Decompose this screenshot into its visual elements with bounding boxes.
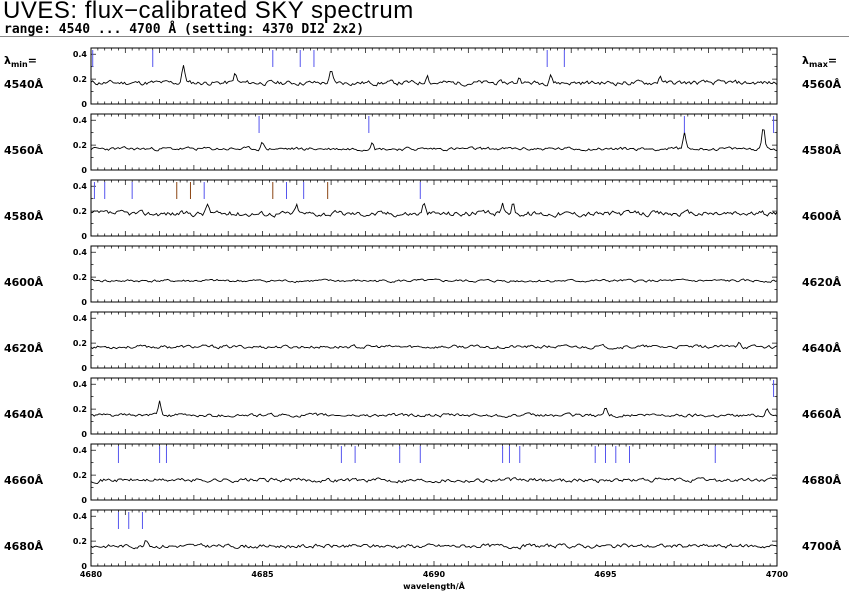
lambda_min-label: λmin= [4, 54, 37, 69]
page-title: UVES: flux−calibrated SKY spectrum [3, 0, 414, 24]
y-tick-label: 0 [81, 364, 87, 373]
y-tick-label: 0 [81, 298, 87, 307]
panel-lambda-max: 4680Å [802, 474, 842, 487]
x-tick-label: 4700 [766, 570, 789, 579]
panel-lambda-max: 4620Å [802, 276, 842, 289]
y-tick-label: 0 [81, 562, 87, 571]
spectrum-trace [90, 540, 778, 550]
panel-lambda-min: 4600Å [4, 276, 44, 289]
panel-frame [90, 443, 778, 501]
y-tick-label: 0 [81, 100, 87, 109]
spectrum-trace [90, 477, 778, 484]
title-rule [0, 36, 849, 37]
panel-frame [90, 311, 778, 369]
spectrum-trace [90, 400, 778, 418]
y-tick-label: 0.4 [73, 512, 88, 521]
panel-lambda-max: 4640Å [802, 342, 842, 355]
y-tick-label: 0.2 [73, 537, 87, 546]
y-tick-label: 0.4 [73, 182, 88, 191]
panel-lambda-max: 4560Å [802, 78, 842, 91]
y-tick-label: 0.4 [73, 248, 88, 257]
y-tick-label: 0.4 [73, 380, 88, 389]
spectrum-trace [90, 202, 778, 218]
y-tick-label: 0.2 [73, 339, 87, 348]
panel-lambda-max: 4600Å [802, 210, 842, 223]
y-tick-label: 0.2 [73, 75, 87, 84]
panel-lambda-max: 4580Å [802, 144, 842, 157]
panel-lambda-min: 4620Å [4, 342, 44, 355]
spectrum-trace [90, 341, 778, 350]
x-axis-label: wavelength/Å [403, 581, 465, 591]
y-tick-label: 0 [81, 232, 87, 241]
range-subtitle: range: 4540 ... 4700 Å (setting: 4370 DI… [4, 22, 365, 37]
y-tick-label: 0.2 [73, 141, 87, 150]
y-tick-label: 0 [81, 496, 87, 505]
x-tick-label: 4680 [80, 570, 103, 579]
y-tick-label: 0.4 [73, 116, 88, 125]
spectrum-trace [90, 129, 778, 152]
panel-lambda-min: 4580Å [4, 210, 44, 223]
x-tick-label: 4685 [251, 570, 274, 579]
panel-lambda-min: 4660Å [4, 474, 44, 487]
spectrum-trace [90, 65, 778, 87]
y-tick-label: 0.4 [73, 314, 88, 323]
panel-lambda-min: 4680Å [4, 540, 44, 553]
panel-lambda-max: 4700Å [802, 540, 842, 553]
panel-frame [90, 245, 778, 303]
y-tick-label: 0.2 [73, 405, 87, 414]
panel-frame [90, 113, 778, 171]
panel-frame [90, 47, 778, 105]
y-tick-label: 0 [81, 430, 87, 439]
lambda_max-label: λmax= [802, 54, 837, 69]
panel-lambda-min: 4640Å [4, 408, 44, 421]
y-tick-label: 0.2 [73, 207, 87, 216]
panel-frame [90, 377, 778, 435]
y-tick-label: 0 [81, 166, 87, 175]
panel-lambda-min: 4540Å [4, 78, 44, 91]
y-tick-label: 0.4 [73, 50, 88, 59]
panel-lambda-min: 4560Å [4, 144, 44, 157]
x-tick-label: 4695 [594, 570, 617, 579]
spectrum-trace [90, 278, 778, 284]
y-tick-label: 0.2 [73, 471, 87, 480]
x-tick-label: 4690 [423, 570, 446, 579]
panel-lambda-max: 4660Å [802, 408, 842, 421]
panel-frame [90, 509, 778, 567]
y-tick-label: 0.2 [73, 273, 87, 282]
y-tick-label: 0.4 [73, 446, 88, 455]
panel-frame [90, 179, 778, 237]
